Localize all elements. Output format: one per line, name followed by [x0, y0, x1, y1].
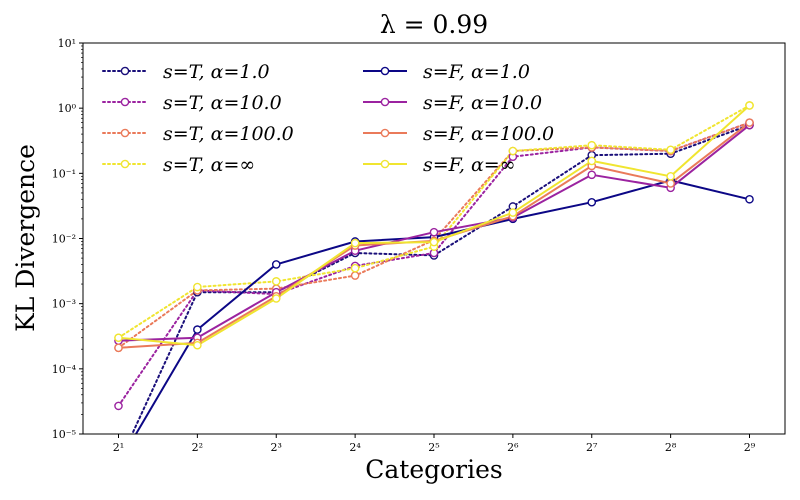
legend-swatch-marker — [120, 159, 130, 169]
data-point — [114, 401, 123, 411]
data-point — [114, 343, 123, 353]
legend-label: s=F, α=10.0 — [423, 92, 542, 114]
axis-ticks: 2¹ 2² 2³ 2⁴ 2⁵ 2⁶ 2⁷ 2⁸ 2⁹ 10⁻⁵ 10⁻⁴ 10⁻³ 10⁻² 10⁻¹ 10… — [52, 37, 756, 454]
data-point — [271, 277, 281, 286]
data-point — [587, 140, 597, 150]
data-point — [587, 156, 597, 166]
data-point — [587, 170, 597, 180]
data-point — [429, 237, 439, 247]
data-point — [193, 340, 202, 350]
x-tick-label: 2⁹ — [744, 441, 756, 454]
data-point — [508, 208, 518, 217]
data-point — [745, 118, 754, 127]
data-point — [271, 294, 281, 303]
data-point — [429, 227, 439, 237]
legend-swatch-marker — [380, 159, 390, 169]
x-tick-label: 2⁶ — [507, 441, 519, 454]
legend-label: s=T, α=∞ — [163, 154, 255, 176]
y-tick-label: 10⁻⁵ — [52, 428, 76, 441]
chart-title: λ = 0.99 — [380, 10, 488, 39]
x-axis-title: Categories — [365, 455, 503, 484]
legend-label: s=T, α=10.0 — [163, 92, 282, 114]
legend-swatch-marker — [120, 97, 130, 107]
data-point — [666, 172, 675, 181]
y-tick-label: 10⁻¹ — [52, 167, 76, 180]
legend-swatch-marker — [120, 66, 130, 76]
legend-swatch-marker — [120, 128, 130, 138]
legend-swatch-marker — [380, 128, 390, 138]
data-point — [115, 460, 122, 467]
x-tick-label: 2⁷ — [586, 441, 598, 454]
data-point — [193, 282, 202, 292]
legend-label: s=F, α=1.0 — [423, 61, 530, 83]
series-markers — [114, 101, 754, 467]
y-tick-label: 10⁰ — [58, 102, 77, 115]
plot-frame — [82, 42, 786, 435]
data-point — [350, 271, 360, 280]
data-point — [350, 263, 360, 273]
x-tick-label: 2¹ — [113, 441, 124, 454]
legend: s=T, α=1.0 s=T, α=10.0 s=T, α=100.0 s=T, α=… — [102, 61, 554, 176]
data-point — [114, 333, 123, 343]
legend-label: s=T, α=1.0 — [163, 61, 270, 83]
y-axis-title: KL Divergence — [11, 144, 40, 332]
data-point — [508, 146, 518, 156]
data-point — [666, 145, 675, 155]
x-tick-label: 2² — [192, 441, 203, 454]
y-tick-label: 10⁻³ — [52, 298, 76, 311]
data-point — [271, 260, 281, 269]
data-point — [666, 179, 675, 188]
y-tick-label: 10⁻² — [52, 233, 76, 246]
y-tick-label: 10⁻⁴ — [52, 363, 77, 376]
x-tick-label: 2⁸ — [665, 441, 677, 454]
legend-swatch-marker — [380, 66, 390, 76]
x-tick-label: 2³ — [271, 441, 282, 454]
legend-label: s=T, α=100.0 — [163, 123, 294, 145]
data-point — [193, 325, 202, 334]
legend-label: s=F, α=100.0 — [423, 123, 554, 145]
legend-swatch-marker — [380, 97, 390, 107]
data-point — [745, 194, 754, 204]
data-point — [115, 460, 122, 467]
legend-label: s=F, α=∞ — [423, 154, 516, 176]
data-point — [350, 238, 360, 248]
x-tick-label: 2⁵ — [428, 441, 439, 454]
y-tick-label: 10¹ — [58, 37, 76, 50]
x-tick-label: 2⁴ — [349, 441, 361, 454]
data-point — [745, 101, 754, 110]
data-point — [587, 197, 597, 207]
